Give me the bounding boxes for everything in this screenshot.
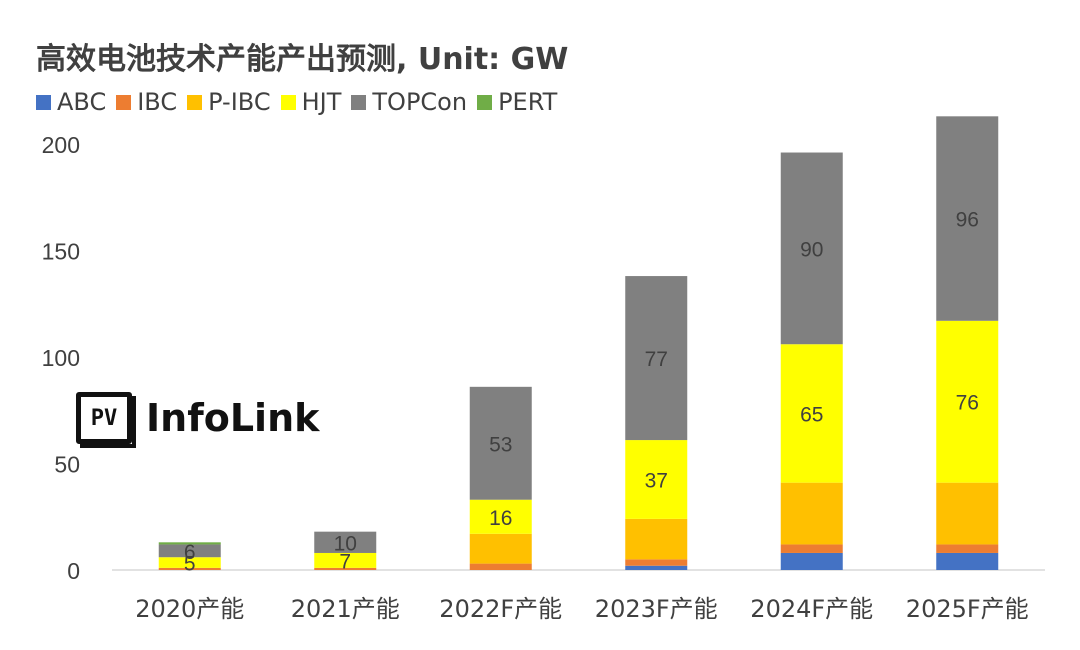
legend-item-p-ibc: P-IBC: [187, 88, 271, 116]
x-tick-label: 2023F产能: [595, 595, 718, 623]
bar-segment-abc: [780, 552, 843, 570]
data-label: 65: [800, 403, 823, 426]
x-tick-label: 2024F产能: [750, 595, 873, 623]
bar-segment-topcon: [780, 152, 843, 345]
bar-segment-p-ibc: [936, 482, 999, 545]
legend-swatch: [280, 94, 296, 110]
pv-infolink-logo: PV InfoLink: [76, 392, 320, 448]
x-tick-label: 2022F产能: [439, 595, 562, 623]
bar-segment-hjt: [314, 552, 377, 568]
legend-swatch: [36, 94, 51, 110]
x-tick-label: 2020产能: [135, 595, 244, 623]
data-label: 90: [800, 238, 823, 261]
bar-segment-topcon: [158, 544, 221, 558]
bar-segment-ibc: [158, 567, 221, 570]
legend-item-pert: PERT: [477, 88, 557, 116]
data-label: 16: [489, 507, 512, 530]
bar-segment-topcon: [625, 276, 688, 441]
legend-swatch: [477, 94, 493, 110]
bar-segment-hjt: [780, 344, 843, 483]
bar-segment-topcon: [314, 531, 377, 553]
legend-item-ibc: IBC: [116, 88, 177, 116]
legend-swatch: [116, 94, 132, 110]
data-label: 10: [334, 532, 357, 555]
legend-item-hjt: HJT: [280, 88, 342, 116]
bar-segment-ibc: [469, 563, 532, 570]
bar-segment-abc: [625, 565, 688, 570]
legend-item-abc: ABC: [36, 88, 106, 116]
bar-segment-hjt: [469, 499, 532, 534]
chart-title: 高效电池技术产能产出预测, Unit: GW: [36, 42, 569, 77]
y-tick-label: 0: [67, 558, 80, 584]
x-tick-label: 2025F产能: [906, 595, 1029, 623]
data-label: 6: [184, 541, 196, 564]
legend-label: HJT: [301, 88, 342, 116]
x-tick-label: 2021产能: [291, 595, 400, 623]
legend-label: PERT: [498, 88, 558, 116]
bar-segment-p-ibc: [625, 518, 688, 560]
bar-segment-p-ibc: [780, 482, 843, 545]
logo-text: InfoLink: [146, 396, 320, 440]
bar-segment-ibc: [625, 559, 688, 566]
y-tick-label: 100: [42, 345, 80, 371]
data-label: 5: [184, 553, 196, 576]
bar-segment-ibc: [780, 544, 843, 553]
bar-segment-hjt: [625, 440, 688, 519]
y-tick-label: 50: [54, 452, 80, 478]
legend-item-topcon: TOPCon: [351, 88, 467, 116]
y-tick-label: 150: [42, 239, 80, 265]
bar-segment-ibc: [936, 544, 999, 553]
data-label: 53: [489, 433, 512, 456]
bar-segment-p-ibc: [469, 533, 532, 564]
legend-label: IBC: [137, 88, 178, 116]
data-label: 77: [645, 348, 668, 371]
bar-segment-ibc: [314, 567, 377, 570]
legend-swatch: [351, 94, 367, 110]
pv-logo-icon: PV: [76, 392, 136, 448]
bar-segment-abc: [936, 552, 999, 570]
bar-segment-topcon: [936, 116, 999, 321]
legend-swatch: [187, 94, 203, 110]
data-label: 96: [956, 209, 979, 232]
legend-label: P-IBC: [208, 88, 271, 116]
bar-segment-hjt: [936, 320, 999, 483]
chart-legend: ABC IBC P-IBC HJT TOPCon PERT: [36, 88, 567, 116]
legend-label: TOPCon: [372, 88, 468, 116]
legend-label: ABC: [57, 88, 107, 116]
bar-segment-pert: [158, 542, 221, 545]
bar-segment-hjt: [158, 557, 221, 568]
y-tick-label: 200: [42, 132, 80, 158]
data-label: 7: [339, 550, 351, 573]
data-label: 76: [956, 392, 979, 415]
data-label: 37: [645, 469, 668, 492]
bar-segment-topcon: [469, 386, 532, 500]
